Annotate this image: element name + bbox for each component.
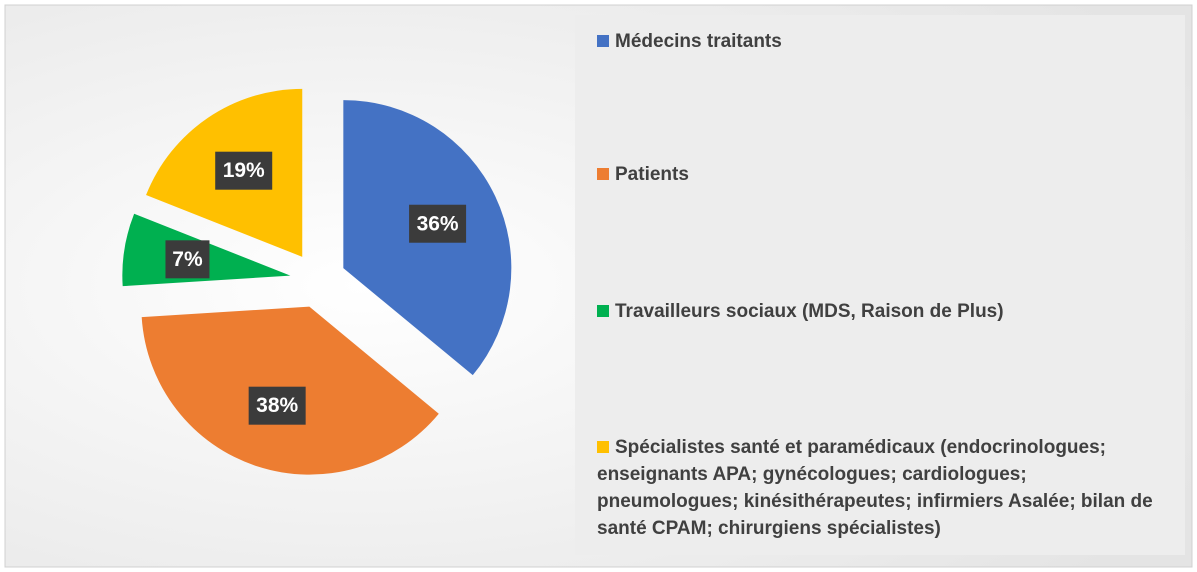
data-label-box bbox=[248, 386, 306, 425]
legend-entry: Médecins traitants bbox=[597, 28, 1157, 55]
legend-swatch bbox=[597, 305, 609, 317]
data-label-box bbox=[409, 204, 467, 243]
legend-entry: Spécialistes santé et paramédicaux (endo… bbox=[597, 434, 1157, 542]
data-label: 7% bbox=[172, 248, 203, 271]
legend-label: Travailleurs sociaux (MDS, Raison de Plu… bbox=[615, 301, 1004, 322]
data-label: 36% bbox=[417, 212, 459, 235]
legend-label: Patients bbox=[615, 164, 689, 185]
legend-entry: Travailleurs sociaux (MDS, Raison de Plu… bbox=[597, 298, 1157, 325]
data-label: 38% bbox=[256, 394, 298, 417]
legend-swatch bbox=[597, 35, 609, 47]
legend-label: Spécialistes santé et paramédicaux (endo… bbox=[597, 437, 1153, 539]
legend-swatch bbox=[597, 441, 609, 453]
data-label-box bbox=[215, 151, 273, 190]
legend-swatch bbox=[597, 168, 609, 180]
data-label: 19% bbox=[223, 159, 265, 182]
legend-entry: Patients bbox=[597, 161, 1157, 188]
legend-area bbox=[575, 15, 1185, 555]
data-label-box bbox=[165, 240, 210, 279]
legend-label: Médecins traitants bbox=[615, 31, 782, 52]
